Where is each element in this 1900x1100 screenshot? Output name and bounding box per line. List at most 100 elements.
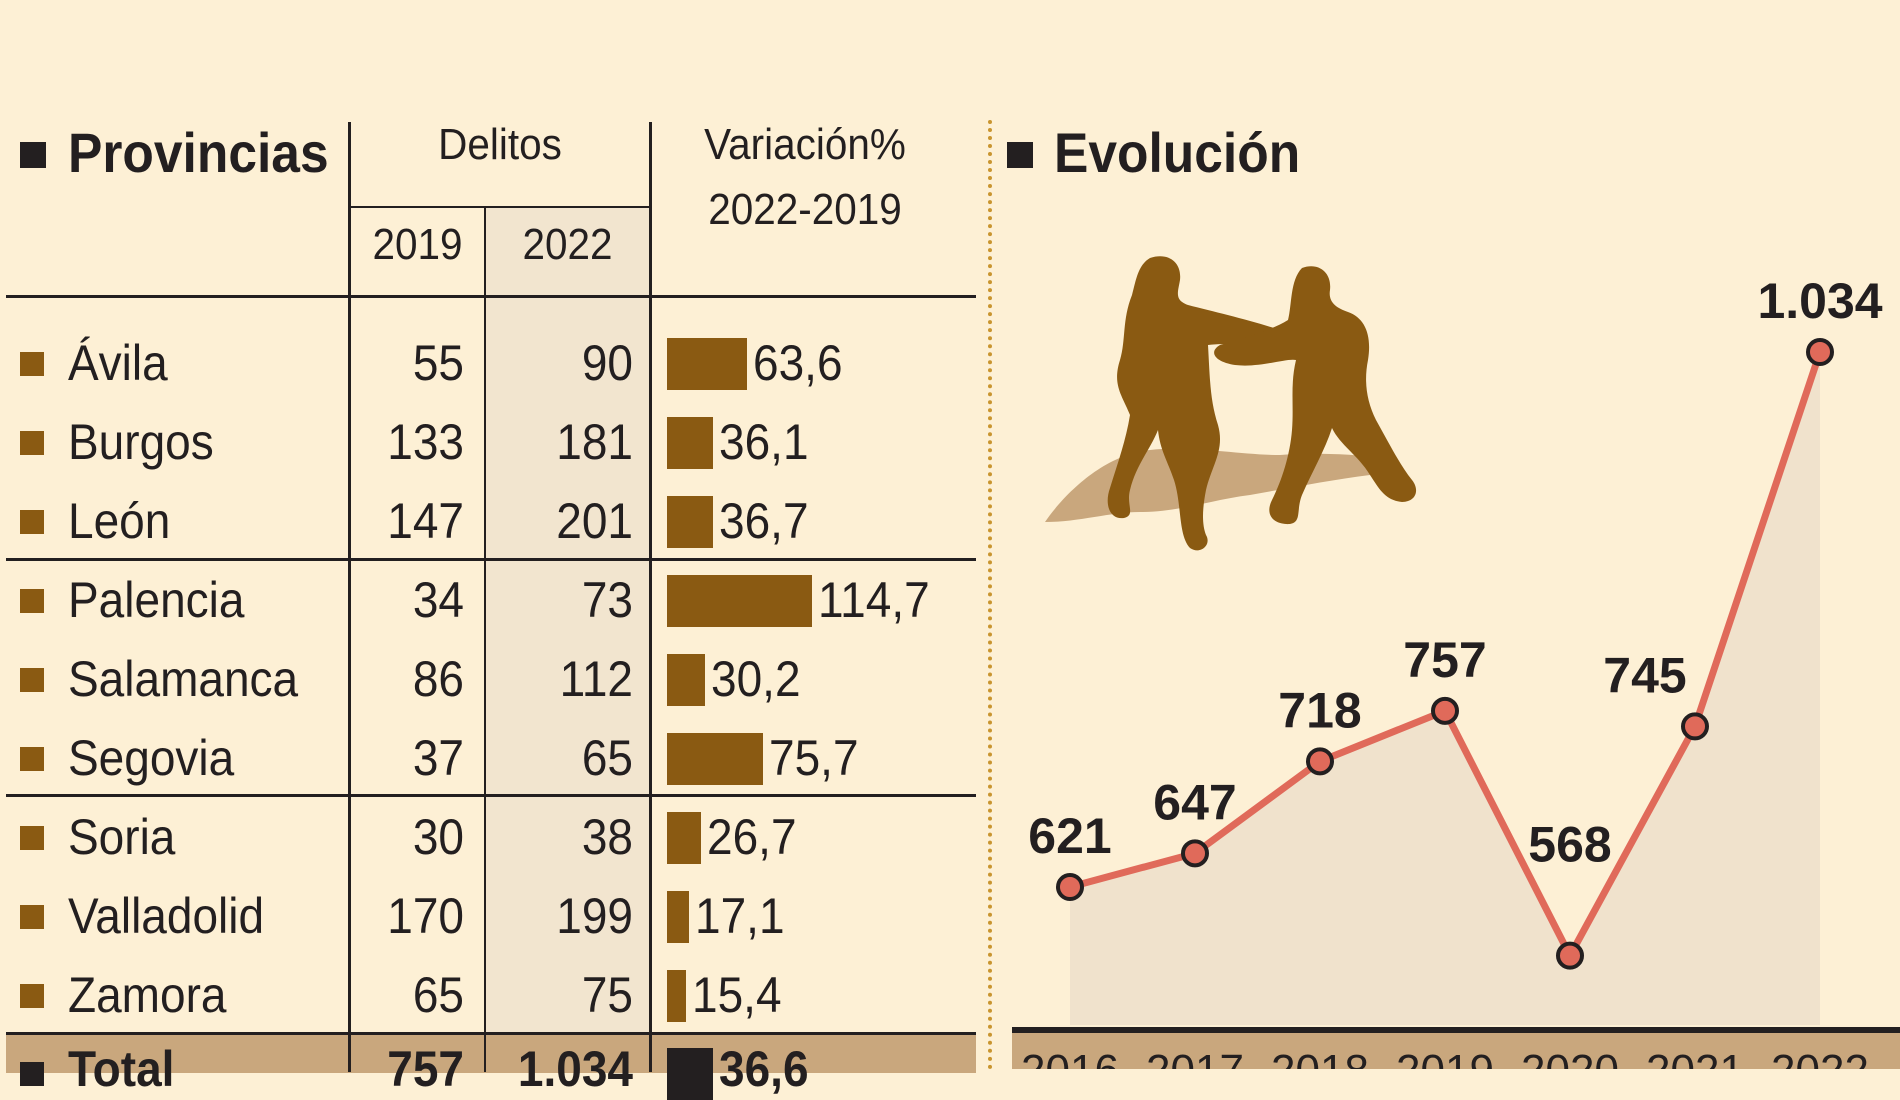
variation-bar [667, 891, 689, 943]
row-bullet-icon [20, 984, 44, 1008]
data-label: 718 [1278, 682, 1361, 738]
data-point [1806, 338, 1834, 366]
col-2022-shade [485, 208, 650, 1040]
data-point [1681, 712, 1709, 741]
x-tick-label: 2016 [1021, 1046, 1119, 1069]
header-2022: 2022 [522, 220, 613, 269]
data-point [1181, 839, 1209, 868]
value-2022: 181 [556, 414, 633, 470]
table-title: Provincias [68, 121, 329, 184]
header-delitos: Delitos [438, 120, 562, 169]
value-2019: 147 [387, 493, 464, 549]
data-point [1556, 941, 1584, 970]
row-bullet-icon [20, 352, 44, 376]
variation-value: 26,7 [706, 809, 797, 865]
variation-value: 75,7 [768, 730, 859, 786]
variation-bar [667, 733, 763, 785]
row-bullet-icon [20, 589, 44, 613]
total-label: Total [68, 1041, 175, 1097]
variation-bar [667, 496, 714, 548]
province-name: Zamora [68, 967, 227, 1023]
value-2022: 73 [581, 572, 633, 628]
province-name: Valladolid [68, 888, 265, 944]
x-axis-line [1012, 1027, 1900, 1033]
province-name: Burgos [68, 414, 214, 470]
x-tick-label: 2020 [1521, 1046, 1619, 1069]
rule-header-bottom [6, 295, 976, 298]
variation-value: 15,4 [692, 967, 782, 1023]
row-bullet-icon [20, 431, 44, 455]
col-divider-2 [484, 206, 486, 1072]
variation-value: 36,7 [719, 493, 809, 549]
data-point [1306, 747, 1334, 776]
variation-bar [667, 575, 812, 627]
x-tick-label: 2017 [1146, 1046, 1244, 1069]
value-2022: 201 [556, 493, 633, 549]
data-label: 647 [1153, 774, 1236, 830]
variation-value: 63,6 [753, 335, 843, 391]
row-bullet-icon [20, 826, 44, 850]
variation-value: 30,2 [711, 651, 801, 707]
variation-bar [667, 338, 748, 390]
total-2022: 1.034 [517, 1041, 633, 1097]
total-2019: 757 [387, 1041, 464, 1097]
variation-bar [667, 812, 701, 864]
data-label: 745 [1603, 647, 1686, 703]
fighting-figures-icon [1045, 256, 1417, 551]
province-name: León [68, 493, 171, 549]
value-2022: 112 [559, 651, 633, 707]
variation-value: 36,1 [718, 414, 809, 470]
rule-group-2 [6, 794, 976, 797]
data-label: 1.034 [1757, 273, 1882, 329]
value-2022: 90 [581, 335, 633, 391]
row-bullet-icon [20, 747, 44, 771]
value-2019: 170 [387, 888, 464, 944]
x-tick-label: 2018 [1271, 1046, 1369, 1069]
variation-bar [667, 417, 713, 469]
title-bullet-icon [20, 142, 46, 168]
total-variation: 36,6 [719, 1041, 809, 1097]
value-2019: 34 [412, 572, 464, 628]
header-variation-line1: Variación% [704, 120, 906, 169]
infographic: Provincias Delitos 2019 2022 Variación% … [6, 120, 1900, 1100]
value-2019: 86 [412, 651, 464, 707]
value-2019: 133 [387, 414, 464, 470]
row-bullet-icon [20, 510, 44, 534]
chart-bullet-icon [1007, 142, 1033, 168]
province-name: Salamanca [68, 651, 299, 707]
value-2019: 65 [412, 967, 464, 1023]
value-2019: 37 [412, 730, 464, 786]
x-tick-label: 2022 [1771, 1046, 1869, 1069]
total-bullet-icon [20, 1062, 44, 1086]
rule-total [6, 1032, 976, 1035]
variation-value: 17,1 [694, 888, 785, 944]
variation-value: 114,7 [818, 572, 930, 628]
col-divider-1 [348, 122, 351, 1072]
data-point [1431, 696, 1459, 725]
value-2022: 65 [581, 730, 633, 786]
rule-header-mid [350, 206, 650, 208]
province-name: Palencia [68, 572, 245, 628]
variation-bar [667, 970, 687, 1022]
section-divider [988, 120, 992, 1070]
line-chart: 621 647 718 757 568 745 1.034 2016 2017 2018 2019… [1012, 273, 1900, 1069]
col-divider-3 [649, 122, 652, 1072]
row-bullet-icon [20, 905, 44, 929]
x-tick-label: 2021 [1646, 1046, 1744, 1069]
province-name: Ávila [68, 335, 168, 391]
value-2019: 55 [412, 335, 464, 391]
value-2022: 75 [581, 967, 633, 1023]
value-2019: 30 [412, 809, 464, 865]
province-name: Soria [68, 809, 176, 865]
header-2019: 2019 [372, 220, 463, 269]
header-variation-line2: 2022-2019 [708, 185, 902, 234]
x-axis-band [1012, 1033, 1900, 1069]
total-row-bg [6, 1033, 976, 1073]
value-2022: 38 [581, 809, 633, 865]
total-variation-bar [667, 1048, 714, 1100]
province-name: Segovia [68, 730, 235, 786]
variation-bar [667, 654, 706, 706]
value-2022: 199 [556, 888, 633, 944]
x-tick-label: 2019 [1396, 1046, 1494, 1069]
rule-group-1 [6, 558, 976, 561]
